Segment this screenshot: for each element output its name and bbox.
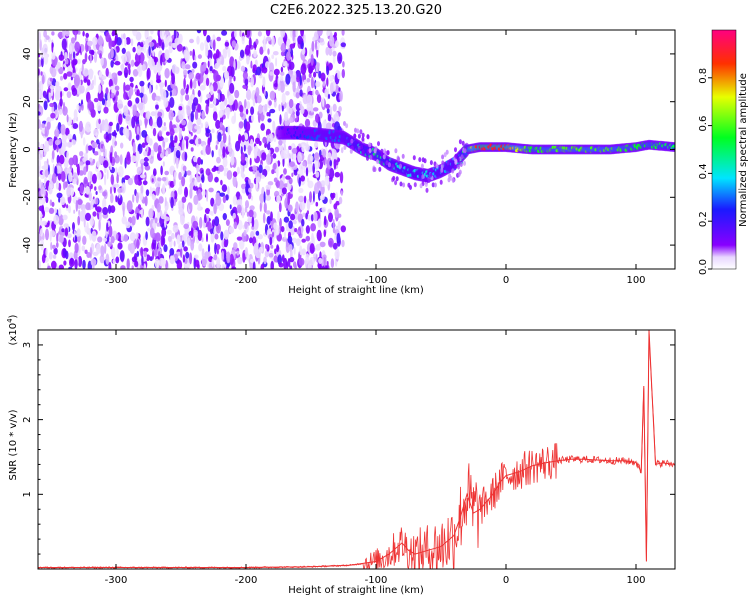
- spectrogram-noise: [38, 30, 346, 269]
- spectrogram-y-label: Frequency (Hz): [8, 112, 19, 188]
- snr-y-multiplier-close: ): [8, 314, 19, 318]
- colorbar: 0.0 0.2 0.4 0.6 0.8 Normalized spectral ampl…: [698, 29, 749, 275]
- spectrogram-x-label: Height of straight line (km): [288, 285, 424, 296]
- y-tick-label: -40: [22, 237, 33, 253]
- y-tick-label: 3: [22, 342, 33, 348]
- snr-y-multiplier-exponent: 4: [6, 318, 14, 323]
- snr-x-label: Height of straight line (km): [288, 585, 424, 596]
- figure-title: C2E6.2022.325.13.20.G20: [270, 3, 442, 18]
- y-tick-label: 40: [22, 48, 33, 61]
- colorbar-label: Normalized spectral amplitude: [738, 73, 749, 227]
- spectrogram-x-ticks: -300 -200 -100 0 100: [105, 30, 646, 286]
- snr-plot-area: [38, 330, 675, 569]
- snr-panel: -300 -200 -100 0 100 1 2 3 Height of straight …: [6, 314, 676, 596]
- snr-y-label: SNR (10 * v/v): [8, 409, 19, 480]
- x-tick-label: -100: [365, 275, 388, 286]
- y-tick-label: 0: [22, 146, 33, 152]
- x-tick-label: 100: [626, 575, 645, 586]
- snr-y-multiplier: (x104): [6, 314, 19, 345]
- x-tick-label: 100: [626, 275, 645, 286]
- colorbar-tick-label: 0.8: [698, 68, 709, 84]
- snr-y-multiplier-open: (x10: [8, 323, 19, 346]
- x-tick-label: -300: [105, 575, 128, 586]
- snr-series-line: [38, 330, 675, 568]
- x-tick-label: -100: [365, 575, 388, 586]
- x-tick-label: 0: [503, 275, 509, 286]
- y-tick-label: -20: [22, 189, 33, 205]
- colorbar-ticks: 0.0 0.2 0.4 0.6 0.8: [698, 68, 712, 275]
- y-tick-label: 1: [22, 491, 33, 497]
- y-tick-label: 20: [22, 95, 33, 108]
- spectrogram-y-ticks: -40 -20 0 20 40: [22, 48, 675, 253]
- snr-x-ticks: -300 -200 -100 0 100: [105, 330, 646, 586]
- colorbar-gradient: [711, 29, 737, 270]
- colorbar-tick-label: 0.2: [698, 211, 709, 227]
- x-tick-label: 0: [503, 575, 509, 586]
- colorbar-tick-label: 0.0: [698, 259, 709, 275]
- colorbar-tick-label: 0.4: [698, 163, 709, 179]
- snr-y-ticks: 1 2 3: [22, 342, 675, 555]
- x-tick-label: -300: [105, 275, 128, 286]
- spectrogram-signal-track: [275, 121, 675, 193]
- y-tick-label: 2: [22, 416, 33, 422]
- x-tick-label: -200: [235, 275, 258, 286]
- x-tick-label: -200: [235, 575, 258, 586]
- colorbar-tick-label: 0.6: [698, 116, 709, 132]
